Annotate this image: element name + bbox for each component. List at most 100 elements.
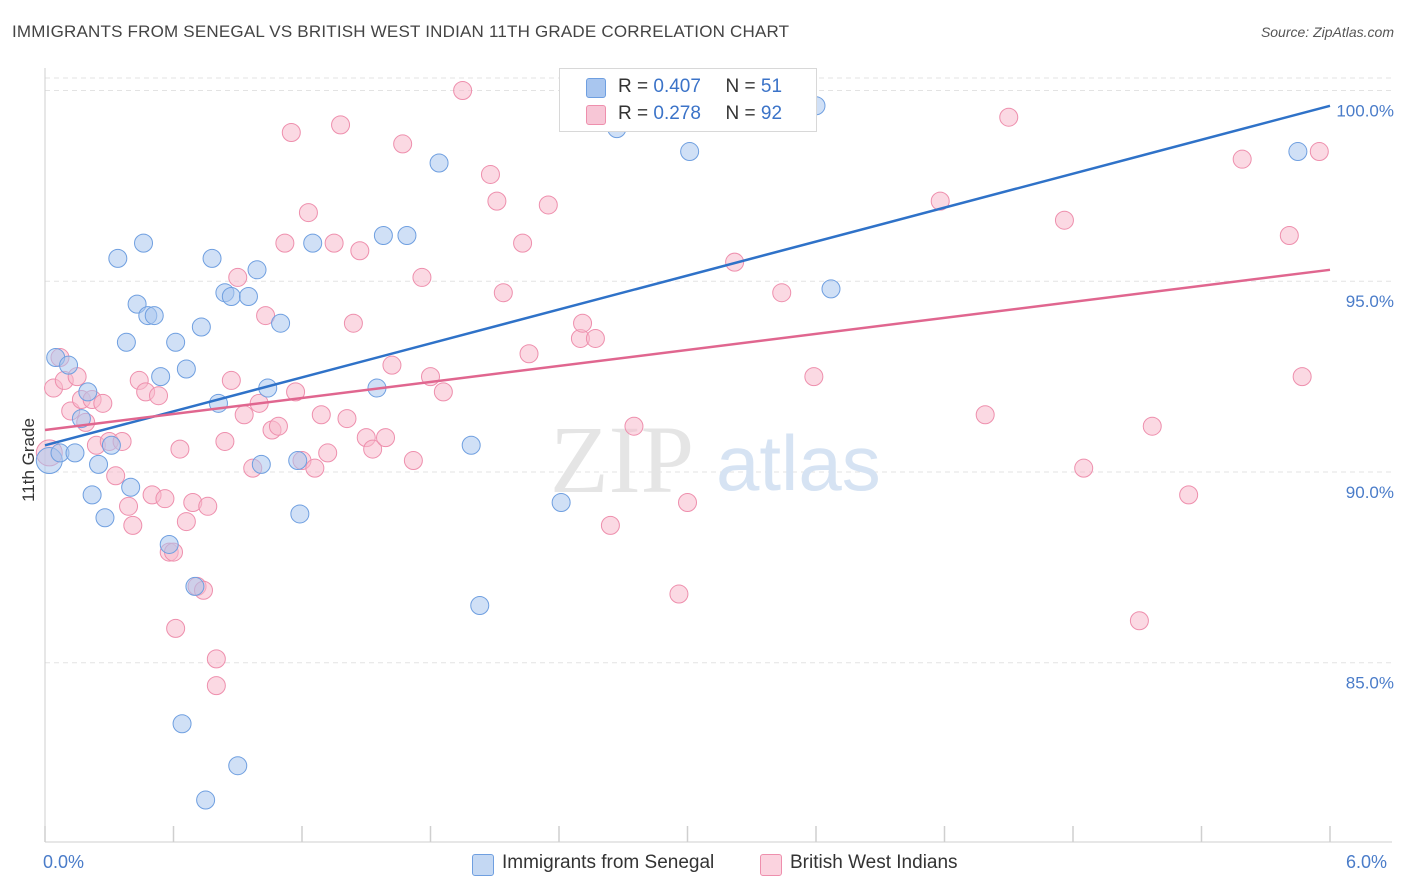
grid-lines [45,77,1392,664]
bwi-point [804,367,824,387]
bwi-point [433,382,453,402]
bwi-point [363,439,383,459]
y-tick-label: 95.0% [1346,292,1394,311]
y-tick-label: 100.0% [1336,102,1394,121]
bwi-point [975,405,995,425]
bwi-trend-line [44,268,1331,432]
bwi-point [221,370,241,390]
senegal-point [71,409,91,429]
senegal-point [65,443,85,463]
legend-swatch-pink [586,105,606,125]
senegal-point [191,317,211,337]
senegal-point [134,233,154,253]
senegal-point [551,492,571,512]
bwi-point [1129,611,1149,631]
bwi-point [256,306,276,326]
senegal-point [397,225,417,245]
bwi-point [198,496,218,516]
bwi-point [1279,225,1299,245]
bwi-point [513,233,533,253]
bwi-point [999,107,1019,127]
bottom-legend-label-bwi: British West Indians [790,852,958,873]
senegal-point [680,142,700,162]
bwi-point [170,439,190,459]
legend-r-value: 0.407 [653,76,701,97]
bwi-point [155,489,175,509]
bwi-point [573,313,593,333]
watermark-atlas: atlas [716,419,881,507]
senegal-point [470,595,490,615]
bwi-point [600,515,620,535]
x-axis-max-label: 6.0% [1346,852,1388,872]
bwi-point [412,267,432,287]
british-west-indians-points [35,81,1329,696]
bwi-point [337,409,357,429]
bwi-point [215,431,235,451]
bwi-point [382,355,402,375]
bwi-point [268,416,288,436]
bwi-point [119,496,139,516]
trend-lines [44,104,1331,447]
bwi-point [376,428,396,448]
senegal-point [82,485,102,505]
senegal-point [176,359,196,379]
bwi-point [480,164,500,184]
bwi-point [228,267,248,287]
bwi-point [318,443,338,463]
senegal-point [89,454,109,474]
bwi-point [585,328,605,348]
bwi-point [166,618,186,638]
bwi-point [1232,149,1252,169]
bwi-point [393,134,413,154]
legend-n-value: 92 [760,103,783,124]
senegal-point [78,382,98,402]
stats-legend: R = 0.407 N = 51 R = 0.278 N = 92 [559,68,817,132]
senegal-point [116,332,136,352]
senegal-point [59,355,79,375]
bwi-point [324,233,344,253]
bwi-point [305,458,325,478]
senegal-point [95,508,115,528]
bwi-point [234,405,254,425]
bwi-point [298,203,318,223]
bwi-point [331,115,351,135]
legend-n-label: N = [725,76,756,97]
bwi-point [275,233,295,253]
senegal-point [228,756,248,776]
bwi-point [772,283,792,303]
source-label: Source: ZipAtlas.com [1260,24,1394,40]
bwi-point [519,344,539,364]
bwi-point [453,81,473,101]
bwi-point [206,676,226,696]
legend-r-value: 0.278 [653,103,701,124]
senegal-point [172,714,192,734]
bwi-point [93,393,113,413]
senegal-point [196,790,216,810]
watermark-zip: ZIP [550,406,694,513]
senegal-point [429,153,449,173]
senegal-points [35,96,1308,810]
senegal-point [108,248,128,268]
watermark: ZIP atlas [550,406,881,513]
bottom-legend-swatch-blue [472,854,494,876]
bwi-point [403,451,423,471]
senegal-point [461,435,481,455]
bwi-point [1054,210,1074,230]
senegal-point [238,287,258,307]
bwi-point [930,191,950,211]
senegal-point [151,367,171,387]
bwi-point [350,241,370,261]
senegal-point [373,225,393,245]
bwi-point [106,466,126,486]
x-axis-min-label: 0.0% [43,852,85,872]
senegal-point [303,233,323,253]
bwi-point [206,649,226,669]
bwi-point [123,515,143,535]
senegal-point [1288,142,1308,162]
senegal-point [221,287,241,307]
bwi-point [678,492,697,512]
bwi-point [311,405,331,425]
bwi-point [624,416,644,436]
senegal-point [101,435,121,455]
y-axis-title: 11th Grade [19,418,38,502]
